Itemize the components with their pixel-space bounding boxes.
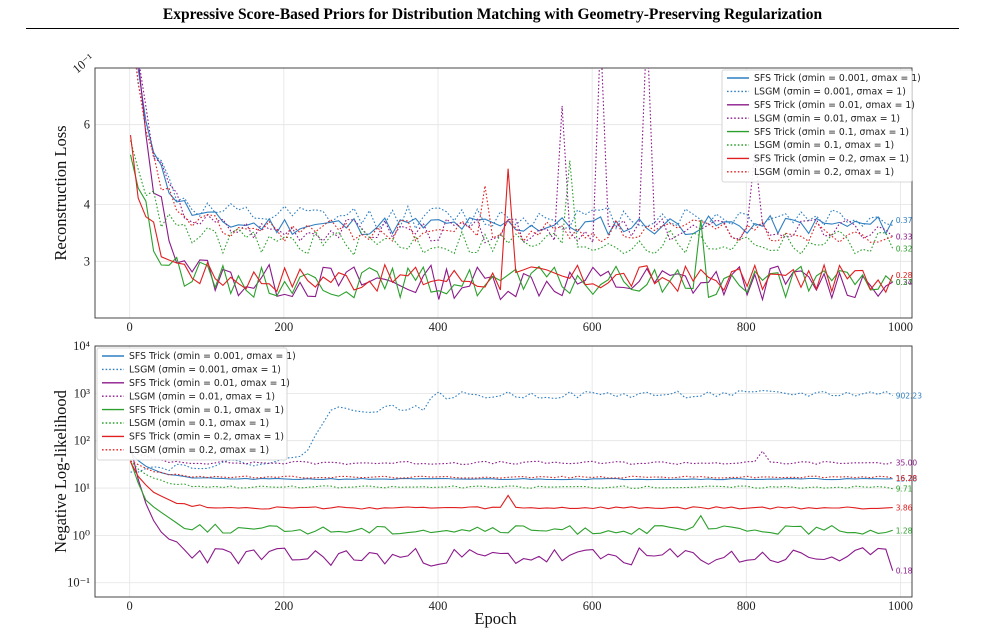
- legend-box: [721, 69, 913, 183]
- legend-top: SFS Trick (σmin = 0.001, σmax = 1) LSGM (…: [721, 69, 921, 183]
- plot-frame: [94, 67, 913, 319]
- x-tick-label: 400: [429, 599, 448, 613]
- legend-label: SFS Trick (σmin = 0.1, σmax = 1): [754, 127, 909, 138]
- series-line-top-6: [129, 135, 894, 294]
- series-line-bottom-1: [130, 389, 893, 473]
- legend-label: SFS Trick (σmin = 0.1, σmax = 1): [129, 405, 284, 416]
- legend-label: SFS Trick (σmin = 0.2, σmax = 1): [754, 154, 909, 165]
- end-value-label: 16.28: [896, 474, 918, 483]
- y-tick-label: 10³: [74, 386, 91, 400]
- chart-top: 0 200 400 600 800 1000 6 4 3 10⁻¹ 0.37 0.34 0.33 0.27…: [51, 51, 921, 334]
- legend-label: SFS Trick (σmin = 0.001, σmax = 1): [129, 351, 296, 362]
- legend-label: LSGM (σmin = 0.001, σmax = 1): [754, 87, 906, 98]
- y-tick-label: 10⁰: [72, 528, 90, 542]
- end-value-label: 1.28: [896, 526, 913, 535]
- end-value-label: 15.78: [896, 475, 918, 484]
- y-tick-label: 6: [84, 118, 90, 132]
- end-value-label: 0.34: [896, 278, 913, 287]
- end-value-label: 9.71: [896, 485, 913, 494]
- legend-label: LSGM (σmin = 0.1, σmax = 1): [129, 418, 269, 429]
- y-tick-label: 10²: [74, 434, 91, 448]
- legend-label: LSGM (σmin = 0.01, σmax = 1): [754, 113, 900, 124]
- end-value-label: 0.37: [896, 216, 913, 225]
- y-tick-label: 4: [84, 198, 91, 212]
- series-line-top-1: [136, 68, 893, 230]
- end-value-label: 0.28: [896, 271, 913, 280]
- y-axis-label: Reconstruction Loss: [51, 125, 70, 260]
- y-axis-label: Negative Log-likelihood: [51, 389, 70, 552]
- end-value-label: 0.33: [896, 233, 913, 242]
- x-tick-label: 400: [429, 320, 448, 334]
- end-value-label: 35.00: [896, 458, 918, 467]
- end-value-label: 0.18: [896, 567, 913, 576]
- x-tick-label: 0: [127, 320, 133, 334]
- legend-label: SFS Trick (σmin = 0.2, σmax = 1): [129, 432, 284, 443]
- legend-label: LSGM (σmin = 0.2, σmax = 1): [129, 445, 269, 456]
- series-line-bottom-5: [130, 460, 893, 490]
- series-line-bottom-4: [129, 460, 893, 535]
- legend-label: SFS Trick (σmin = 0.01, σmax = 1): [129, 378, 290, 389]
- series-group: [129, 389, 894, 571]
- series-group: [129, 68, 894, 302]
- legend-box: [96, 347, 288, 461]
- x-tick-label: 200: [274, 320, 293, 334]
- legend-label: SFS Trick (σmin = 0.01, σmax = 1): [754, 100, 915, 111]
- x-axis-label: Epoch: [474, 609, 517, 628]
- end-value-label: 902.23: [896, 391, 922, 400]
- end-value-label: 3.86: [896, 504, 913, 513]
- chart-bottom: 0 200 400 600 800 1000 10⁴ 10³ 10² 10¹ 10⁰ 10⁻¹ 15.7…: [51, 339, 922, 628]
- series-line-bottom-2: [129, 446, 894, 571]
- x-tick-label: 600: [583, 320, 602, 334]
- plot-frame: [94, 345, 913, 598]
- legend-label: LSGM (σmin = 0.01, σmax = 1): [129, 391, 275, 402]
- y-tick-label: 10⁻¹: [67, 576, 90, 590]
- series-line-bottom-3: [130, 450, 893, 466]
- title-rule: [26, 28, 959, 29]
- series-line-bottom-6: [130, 461, 893, 510]
- series-line-bottom-0: [130, 452, 893, 481]
- x-tick-label: 800: [737, 320, 756, 334]
- x-tick-label: 0: [127, 599, 133, 613]
- y-tick-label: 10⁴: [73, 339, 90, 353]
- legend-bottom: SFS Trick (σmin = 0.001, σmax = 1) LSGM (…: [96, 347, 296, 461]
- y-tick-label: 10¹: [74, 481, 91, 495]
- x-tick-label: 1000: [888, 599, 913, 613]
- legend-label: LSGM (σmin = 0.001, σmax = 1): [129, 365, 281, 376]
- series-line-bottom-7: [130, 460, 893, 479]
- legend-label: LSGM (σmin = 0.1, σmax = 1): [754, 140, 894, 151]
- legend-label: SFS Trick (σmin = 0.001, σmax = 1): [754, 73, 921, 84]
- series-line-top-5: [129, 140, 894, 257]
- y-tick-label: 3: [84, 254, 90, 268]
- x-tick-label: 1000: [888, 320, 913, 334]
- x-tick-label: 800: [737, 599, 756, 613]
- end-value-label: 0.32: [896, 245, 913, 254]
- x-tick-label: 600: [583, 599, 602, 613]
- axis-exponent-label: 10⁻¹: [70, 51, 97, 77]
- end-value-label: 0.27: [896, 278, 913, 287]
- legend-label: LSGM (σmin = 0.2, σmax = 1): [754, 167, 894, 178]
- page-title: Expressive Score-Based Priors for Distri…: [162, 6, 823, 23]
- x-tick-label: 200: [274, 599, 293, 613]
- series-line-top-4: [129, 154, 894, 300]
